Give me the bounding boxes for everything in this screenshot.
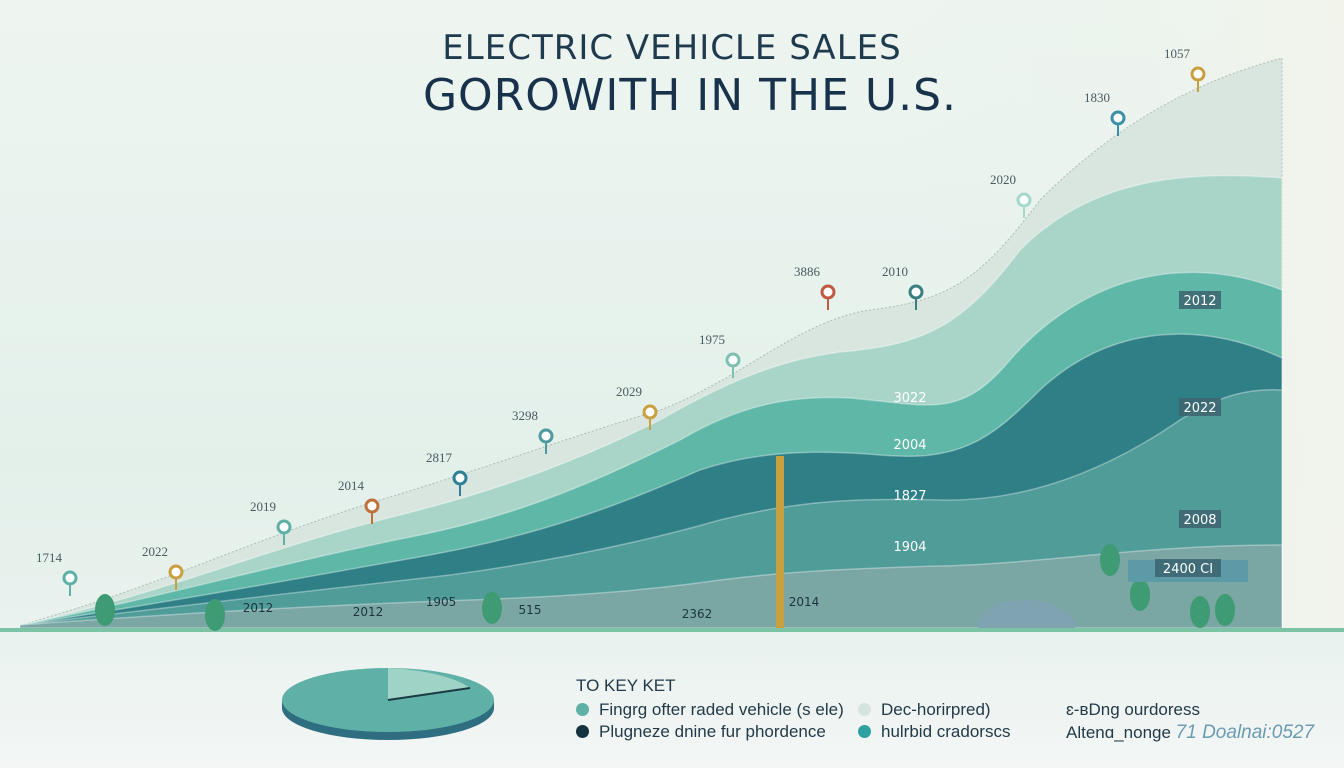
area-label-7: 1904	[893, 540, 926, 555]
legend-item-1: Fingrg ofter raded vehicle (s ele)	[576, 700, 844, 720]
area-labels: 2012 3022 2022 2004 1827 2008 1904 2400 CI	[893, 291, 1221, 577]
area-label-box-3	[1179, 398, 1221, 416]
marker-pin-8	[725, 352, 741, 368]
area-label-1: 2012	[1183, 294, 1216, 309]
ground-line	[0, 628, 1344, 632]
sign-post	[776, 456, 784, 628]
marker-4: 2014	[338, 478, 380, 524]
marker-11: 2020	[990, 172, 1032, 218]
marker-label-7: 2029	[616, 384, 642, 399]
legend-item-3: Plugneze dnine fur phordence	[576, 722, 826, 742]
marker-10: 2010	[882, 264, 924, 310]
timeline-markers: 1714 2022 2019 2014 2817 3298 2029 1975 3886 2010…	[36, 46, 1206, 596]
pie-chart	[282, 668, 494, 740]
marker-3: 2019	[250, 499, 292, 545]
tree-4	[1100, 544, 1120, 576]
tree-7	[1215, 594, 1235, 626]
legend-swatch-2	[858, 703, 871, 716]
marker-pin-4	[364, 498, 380, 514]
legend-item-2: Dec-horirpred)	[858, 700, 991, 720]
tree-5	[1130, 579, 1150, 611]
marker-label-3: 2019	[250, 499, 276, 514]
marker-pin-2	[168, 564, 184, 580]
marker-pin-12	[1110, 110, 1126, 126]
marker-pin-9	[820, 284, 836, 300]
marker-label-6: 3298	[512, 408, 538, 423]
pie-slice-edge	[387, 687, 471, 701]
marker-label-8: 1975	[699, 332, 725, 347]
marker-label-10: 2010	[882, 264, 908, 279]
legend-label-1: Fingrg ofter raded vehicle (s ele)	[599, 700, 844, 719]
pie-slice	[388, 668, 470, 700]
marker-pin-6	[538, 428, 554, 444]
legend-swatch-3	[576, 725, 589, 738]
legend-swatch-1	[576, 703, 589, 716]
note-line1: ɛ-ʙDng ourdoress	[1066, 700, 1200, 719]
note-line2-suffix: 71 Doalnai:0527	[1175, 722, 1315, 743]
tree-6	[1190, 596, 1210, 628]
marker-pin-13	[1190, 66, 1206, 82]
ground-label-1: 2012	[243, 601, 274, 615]
stacked-area-layers	[19, 57, 1283, 629]
ground-label-5: 2362	[682, 607, 713, 621]
marker-1: 1714	[36, 550, 78, 596]
note-line2: Altenɑ_nonge 71 Doalnai:0527	[1066, 722, 1314, 744]
area-label-box-1	[1179, 291, 1221, 309]
ground-label-6: 2014	[789, 595, 820, 609]
area-label-4: 2004	[893, 438, 926, 453]
chart-title-line1: ELECTRIC VEHICLE SALES	[442, 28, 902, 68]
marker-6: 3298	[512, 408, 554, 454]
marker-12: 1830	[1084, 90, 1126, 136]
marker-pin-7	[642, 404, 658, 420]
marker-label-9: 3886	[794, 264, 821, 279]
ground-label-3: 1905	[426, 595, 457, 609]
legend-swatch-4	[858, 725, 871, 738]
marker-pin-3	[276, 519, 292, 535]
marker-5: 2817	[426, 450, 468, 496]
marker-label-2: 2022	[142, 544, 168, 559]
area-label-box-6	[1179, 510, 1221, 528]
marker-label-4: 2014	[338, 478, 365, 493]
marker-label-5: 2817	[426, 450, 453, 465]
marker-label-11: 2020	[990, 172, 1016, 187]
marker-label-12: 1830	[1084, 90, 1110, 105]
area-label-6: 2008	[1183, 513, 1216, 528]
area-label-3: 2022	[1183, 401, 1216, 416]
marker-label-13: 1057	[1164, 46, 1191, 61]
area-layer-6	[19, 544, 1283, 629]
legend-title: TO KEY KET	[576, 676, 676, 695]
marker-pin-10	[908, 284, 924, 300]
area-label-8: 2400 CI	[1163, 562, 1213, 577]
chart-title-line2: GOROWITH IN THE U.S.	[422, 70, 958, 121]
area-label-2: 3022	[893, 391, 926, 406]
ground-labels: 2012 2012 1905 515 2362 2014	[243, 595, 820, 621]
marker-8: 1975	[699, 332, 741, 378]
marker-pin-5	[452, 470, 468, 486]
marker-pin-1	[62, 570, 78, 586]
area-label-5: 1827	[893, 489, 926, 504]
marker-2: 2022	[142, 544, 184, 590]
marker-13: 1057	[1164, 46, 1206, 92]
ground-label-4: 515	[519, 603, 542, 617]
car-icon	[978, 600, 1075, 628]
legend-label-2: Dec-horirpred)	[881, 700, 991, 719]
marker-label-1: 1714	[36, 550, 63, 565]
ground-label-2: 2012	[353, 605, 384, 619]
area-label-box-8	[1155, 559, 1221, 577]
tree-3	[482, 592, 502, 624]
note-line2-prefix: Altenɑ_nonge	[1066, 723, 1171, 742]
tree-2	[205, 599, 225, 631]
legend-item-4: hulrbid cradorscs	[858, 722, 1010, 742]
legend-label-4: hulrbid cradorscs	[881, 722, 1011, 741]
marker-pin-11	[1016, 192, 1032, 208]
marker-7: 2029	[616, 384, 658, 430]
legend-label-3: Plugneze dnine fur phordence	[599, 722, 826, 741]
tree-1	[95, 594, 115, 626]
marker-9: 3886	[794, 264, 836, 310]
